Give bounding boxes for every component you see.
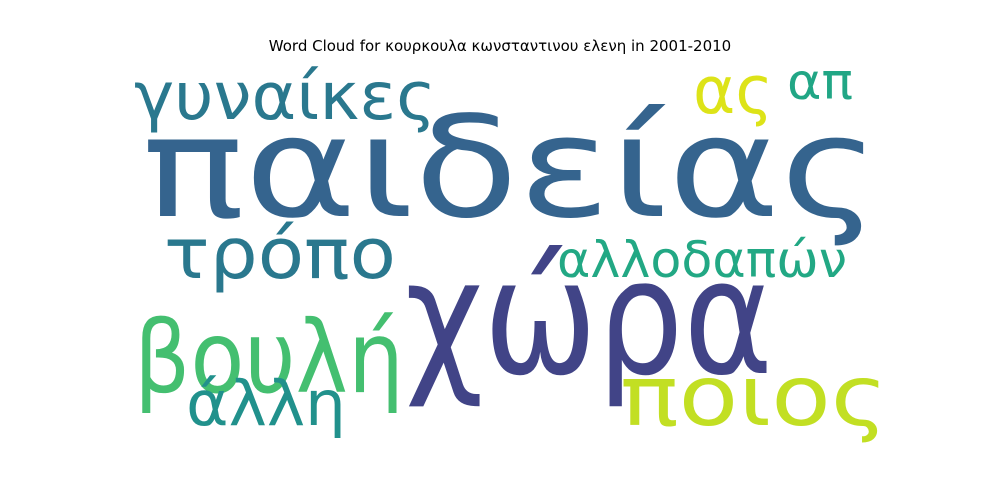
word-poios: ποιος [620, 347, 888, 445]
word-as: ας [693, 52, 773, 129]
word-gynaikes: γυναίκες [134, 58, 436, 135]
word-alli: άλλη [186, 367, 346, 440]
word-paideias: παιδείας [142, 87, 880, 250]
word-allodapon: αλλοδαπών [557, 231, 847, 289]
word-chora: χώρα [405, 224, 773, 411]
chart-title: Word Cloud for κουρκουλα κωνσταντινου ελ… [268, 37, 732, 55]
word-tropo: τρόπο [164, 213, 396, 295]
word-vouli: βουλή [134, 299, 404, 416]
word-ap: απ [787, 53, 853, 111]
